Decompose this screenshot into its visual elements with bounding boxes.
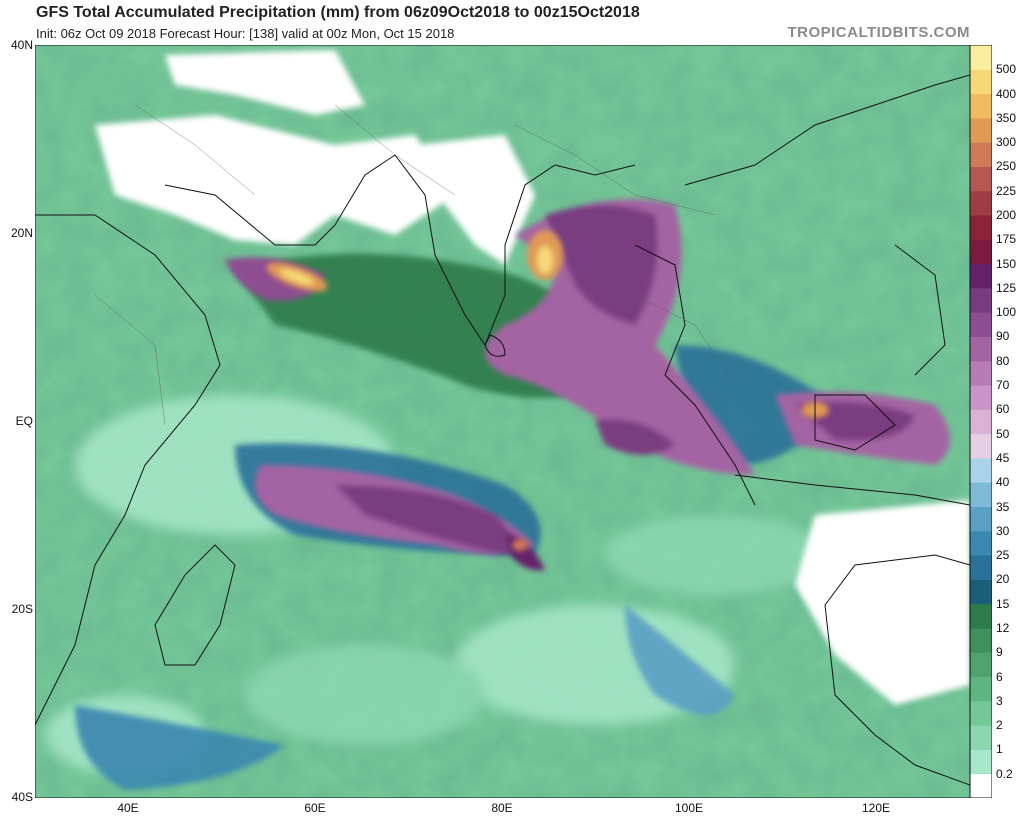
lon-label-80e: 80E xyxy=(491,801,513,815)
colorbar-swatch xyxy=(970,287,992,313)
colorbar-tick-label: 50 xyxy=(996,426,1010,441)
colorbar-tick-label: 90 xyxy=(996,329,1010,344)
colorbar-swatch xyxy=(970,360,992,386)
colorbar-tick-label: 30 xyxy=(996,523,1010,538)
colorbar-tick-label: 40 xyxy=(996,475,1010,490)
colorbar-tick-label: 35 xyxy=(996,499,1010,514)
colorbar-swatch xyxy=(970,93,992,119)
colorbar-swatch xyxy=(970,215,992,240)
lon-label-40e: 40E xyxy=(117,801,139,815)
colorbar-swatch xyxy=(970,263,992,289)
lat-label-20n: 20N xyxy=(10,226,33,240)
colorbar-swatch xyxy=(970,166,992,192)
precipitation-map xyxy=(35,45,970,798)
lon-label-60e: 60E xyxy=(304,801,326,815)
colorbar-tick-label: 1 xyxy=(996,742,1003,757)
colorbar-swatch xyxy=(970,239,992,265)
colorbar-swatch xyxy=(970,579,992,605)
colorbar-swatch xyxy=(970,676,992,702)
colorbar-swatch xyxy=(970,530,992,556)
colorbar-tick-label: 60 xyxy=(996,402,1010,417)
colorbar-tick-label: 200 xyxy=(996,208,1017,223)
colorbar-tick-label: 12 xyxy=(996,620,1010,635)
colorbar-tick-label: 20 xyxy=(996,572,1010,587)
chart-subtitle: Init: 06z Oct 09 2018 Forecast Hour: [13… xyxy=(36,26,455,41)
colorbar-swatch xyxy=(970,700,992,726)
colorbar-tick-label: 175 xyxy=(996,232,1017,247)
colorbar-tick-label: 100 xyxy=(996,305,1017,320)
colorbar-swatch xyxy=(970,117,992,143)
colorbar-tick-label: 2 xyxy=(996,718,1003,733)
brand-watermark: TROPICALTIDBITS.COM xyxy=(787,24,970,41)
colorbar-tick-label: 500 xyxy=(996,62,1017,77)
colorbar-swatch xyxy=(970,749,992,775)
colorbar-tick-label: 6 xyxy=(996,669,1003,684)
colorbar-swatch xyxy=(970,190,992,216)
chart-title: GFS Total Accumulated Precipitation (mm)… xyxy=(36,4,640,21)
colorbar-tick-label: 3 xyxy=(996,693,1003,708)
colorbar-tick-label: 80 xyxy=(996,353,1010,368)
lat-label-eq: EQ xyxy=(15,414,33,428)
lat-label-20s: 20S xyxy=(11,602,33,616)
colorbar-swatch xyxy=(970,142,992,167)
colorbar-swatch xyxy=(970,725,992,750)
colorbar-tick-label: 0.2 xyxy=(996,766,1013,781)
lat-label-40n: 40N xyxy=(10,38,33,52)
colorbar-swatch xyxy=(970,627,992,653)
lon-label-120e: 120E xyxy=(861,801,891,815)
colorbar-swatch xyxy=(970,555,992,580)
colorbar-swatch xyxy=(970,457,992,483)
lon-label-100e: 100E xyxy=(674,801,704,815)
colorbar-swatch xyxy=(970,506,992,532)
colorbar-tick-label: 9 xyxy=(996,645,1003,660)
colorbar-tick-label: 300 xyxy=(996,135,1017,150)
colorbar-swatch xyxy=(970,45,992,70)
colorbar-tick-label: 400 xyxy=(996,86,1017,101)
colorbar-swatch xyxy=(970,69,992,95)
colorbar-swatch xyxy=(970,482,992,508)
colorbar-swatch xyxy=(970,433,992,459)
colorbar-swatch xyxy=(970,773,992,798)
colorbar-tick-label: 125 xyxy=(996,280,1017,295)
colorbar-tick-label: 350 xyxy=(996,110,1017,125)
colorbar-swatch xyxy=(970,336,992,362)
colorbar-tick-label: 225 xyxy=(996,183,1017,198)
lat-label-40s: 40S xyxy=(11,790,33,804)
colorbar-tick-label: 70 xyxy=(996,378,1010,393)
colorbar-tick-label: 150 xyxy=(996,256,1017,271)
colorbar-swatch xyxy=(970,652,992,678)
colorbar-swatch xyxy=(970,603,992,629)
colorbar-swatch xyxy=(970,385,992,410)
colorbar-tick-label: 250 xyxy=(996,159,1017,174)
colorbar-swatch xyxy=(970,312,992,337)
colorbar-tick-label: 45 xyxy=(996,450,1010,465)
colorbar-tick-label: 25 xyxy=(996,548,1010,563)
colorbar-tick-label: 15 xyxy=(996,596,1010,611)
colorbar xyxy=(970,45,992,798)
colorbar-swatch xyxy=(970,409,992,435)
